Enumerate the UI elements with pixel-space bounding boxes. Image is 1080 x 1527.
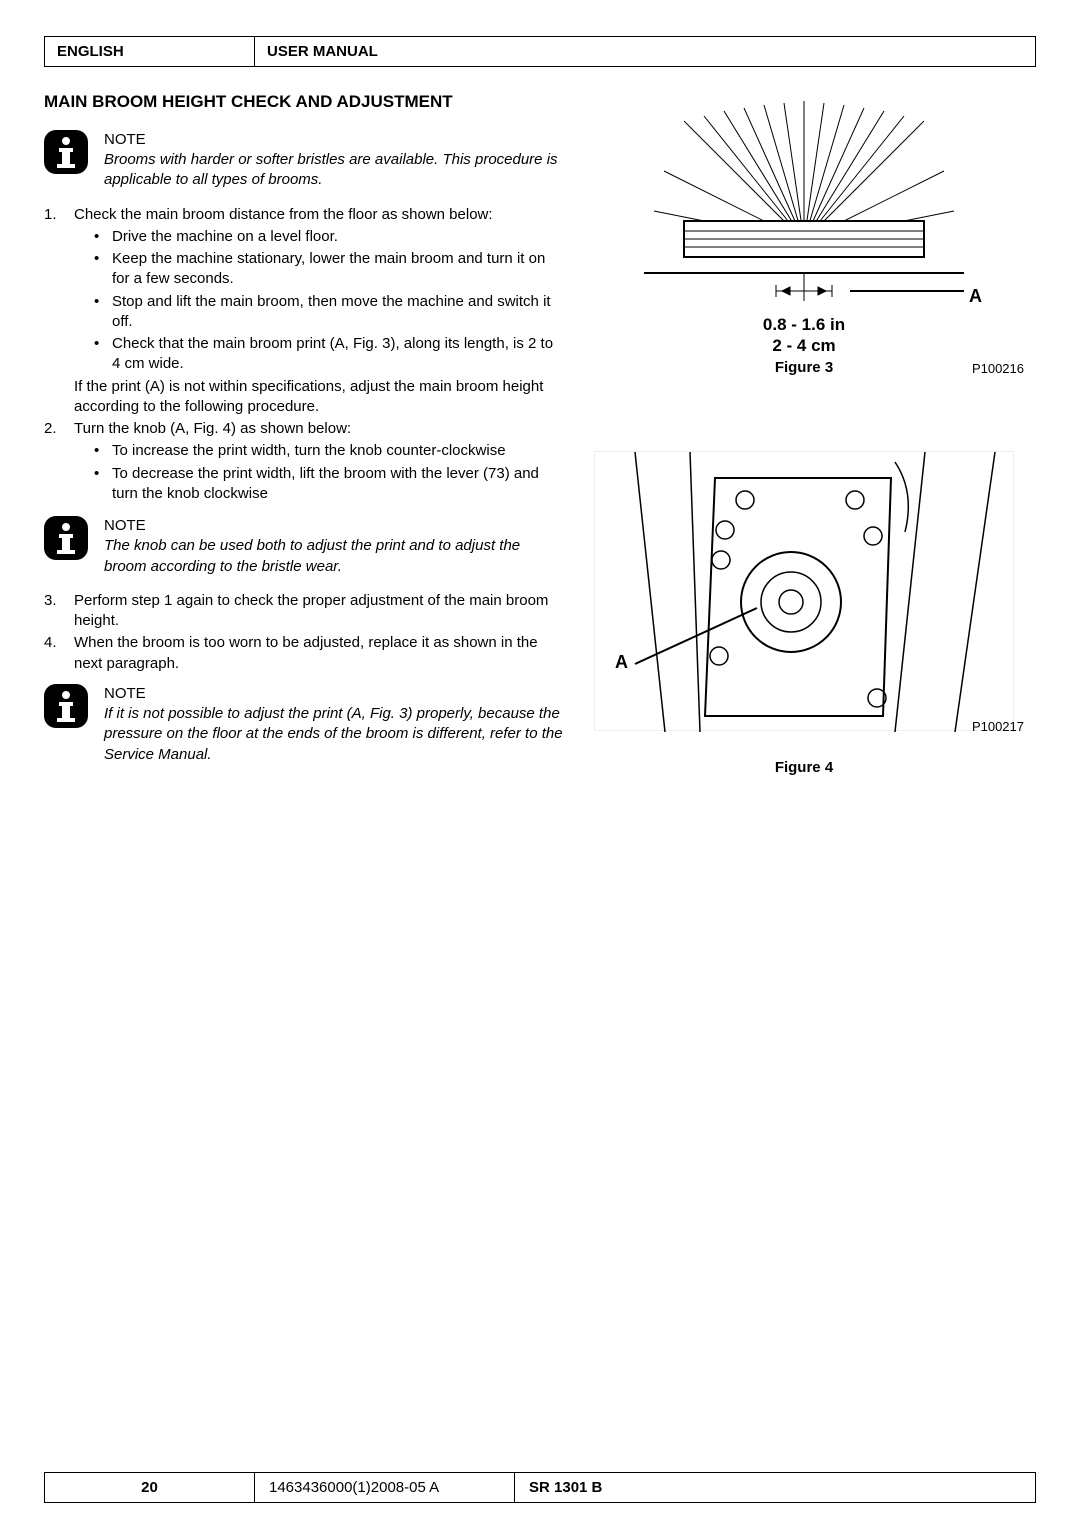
- step-2-sublist: To increase the print width, turn the kn…: [74, 441, 564, 504]
- info-icon: [44, 130, 92, 178]
- note-body: If it is not possible to adjust the prin…: [104, 704, 564, 765]
- broom-svg: [614, 101, 994, 331]
- figure-3-label-a: A: [969, 286, 982, 307]
- section-title: MAIN BROOM HEIGHT CHECK AND ADJUSTMENT: [44, 91, 564, 114]
- figure-4-caption: Figure 4: [584, 759, 1024, 776]
- right-column: A 0.8 - 1.6 in 2 - 4 cm P100216 Figure 3: [584, 91, 1024, 781]
- figure-4-drawing: A: [594, 451, 1014, 731]
- step-1: Check the main broom distance from the f…: [44, 205, 564, 418]
- figure-3-caption: Figure 3: [584, 359, 1024, 376]
- substep-text: Check that the main broom print (A, Fig.…: [112, 334, 564, 375]
- substep-text: Drive the machine on a level floor.: [112, 227, 564, 247]
- figure-4-label-a: A: [615, 652, 628, 673]
- step-text: Turn the knob (A, Fig. 4) as shown below…: [74, 420, 351, 437]
- step-1-after: If the print (A) is not within specifica…: [74, 378, 543, 415]
- note-3-text: NOTE If it is not possible to adjust the…: [104, 684, 564, 765]
- note-label: NOTE: [104, 516, 564, 536]
- figure-4-ref: P100217: [972, 719, 1024, 734]
- figure-3-drawing: A 0.8 - 1.6 in 2 - 4 cm: [614, 101, 994, 331]
- substep: Drive the machine on a level floor.: [94, 227, 564, 247]
- note-label: NOTE: [104, 684, 564, 704]
- knob-svg: [595, 452, 1015, 732]
- step-text: When the broom is too worn to be adjuste…: [74, 634, 538, 671]
- content: MAIN BROOM HEIGHT CHECK AND ADJUSTMENT N…: [44, 91, 1036, 781]
- page: ENGLISH USER MANUAL MAIN BROOM HEIGHT CH…: [0, 0, 1080, 1527]
- header-title: USER MANUAL: [255, 37, 1035, 66]
- step-2: Turn the knob (A, Fig. 4) as shown below…: [44, 419, 564, 506]
- substep: Keep the machine stationary, lower the m…: [94, 249, 564, 290]
- info-icon: [44, 684, 92, 732]
- note-3: NOTE If it is not possible to adjust the…: [44, 684, 564, 765]
- figure-3-ref: P100216: [972, 361, 1024, 376]
- note-1-text: NOTE Brooms with harder or softer bristl…: [104, 130, 564, 191]
- figure-3-measure-in: 0.8 - 1.6 in: [763, 315, 845, 335]
- step-text: Check the main broom distance from the f…: [74, 206, 493, 223]
- note-2-text: NOTE The knob can be used both to adjust…: [104, 516, 564, 577]
- footer-model: SR 1301 B: [515, 1473, 616, 1502]
- substep-text: Keep the machine stationary, lower the m…: [112, 249, 564, 290]
- substep: To decrease the print width, lift the br…: [94, 464, 564, 505]
- step-4: When the broom is too worn to be adjuste…: [44, 633, 564, 674]
- figure-4: A P100217 Figure 4: [584, 451, 1024, 781]
- step-1-sublist: Drive the machine on a level floor. Keep…: [74, 227, 564, 375]
- note-2: NOTE The knob can be used both to adjust…: [44, 516, 564, 577]
- figure-3-measure-cm: 2 - 4 cm: [772, 336, 835, 356]
- procedure-list-cont: Perform step 1 again to check the proper…: [44, 591, 564, 674]
- substep-text: To decrease the print width, lift the br…: [112, 464, 564, 505]
- footer-doc: 1463436000(1)2008-05 A: [255, 1473, 515, 1502]
- header-row: ENGLISH USER MANUAL: [44, 36, 1036, 67]
- footer-row: 20 1463436000(1)2008-05 A SR 1301 B: [44, 1472, 1036, 1503]
- substep-text: Stop and lift the main broom, then move …: [112, 292, 564, 333]
- note-label: NOTE: [104, 130, 564, 150]
- substep: To increase the print width, turn the kn…: [94, 441, 564, 461]
- note-body: Brooms with harder or softer bristles ar…: [104, 150, 564, 191]
- substep: Stop and lift the main broom, then move …: [94, 292, 564, 333]
- footer-page: 20: [45, 1473, 255, 1502]
- note-body: The knob can be used both to adjust the …: [104, 536, 564, 577]
- substep-text: To increase the print width, turn the kn…: [112, 441, 564, 461]
- substep: Check that the main broom print (A, Fig.…: [94, 334, 564, 375]
- figure-3: A 0.8 - 1.6 in 2 - 4 cm P100216 Figure 3: [584, 101, 1024, 421]
- header-language: ENGLISH: [45, 37, 255, 66]
- note-1: NOTE Brooms with harder or softer bristl…: [44, 130, 564, 191]
- step-3: Perform step 1 again to check the proper…: [44, 591, 564, 632]
- left-column: MAIN BROOM HEIGHT CHECK AND ADJUSTMENT N…: [44, 91, 584, 781]
- procedure-list: Check the main broom distance from the f…: [44, 205, 564, 507]
- step-text: Perform step 1 again to check the proper…: [74, 592, 548, 629]
- info-icon: [44, 516, 92, 564]
